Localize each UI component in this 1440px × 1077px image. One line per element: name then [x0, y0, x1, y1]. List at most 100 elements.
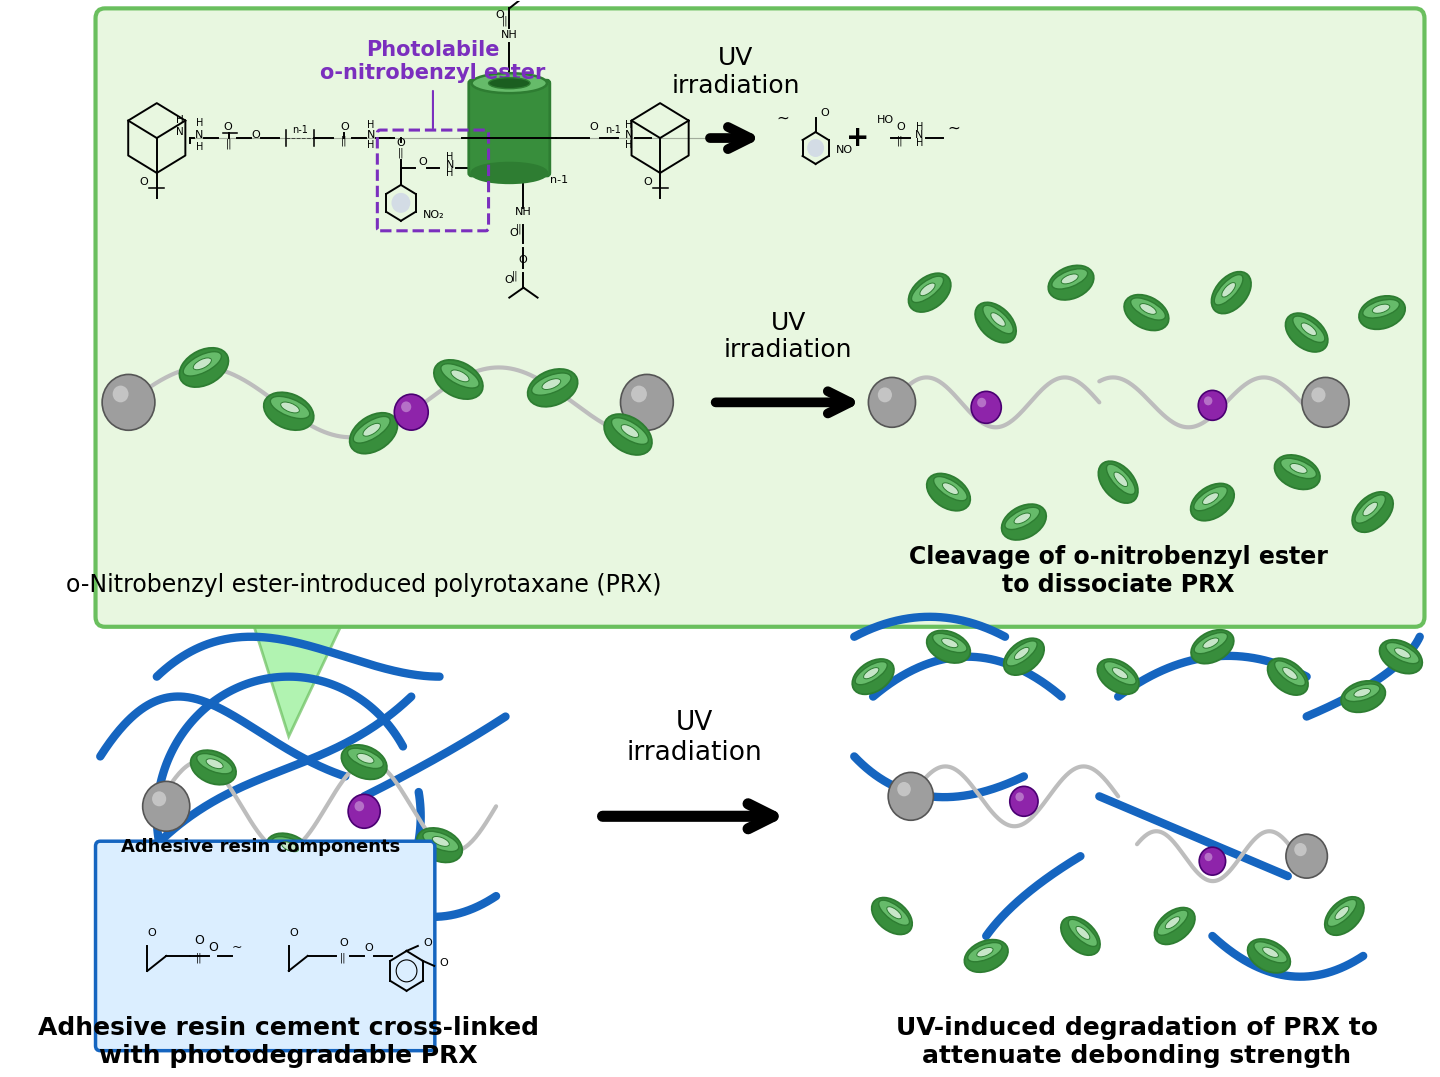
Ellipse shape: [416, 828, 462, 863]
Text: ||: ||: [897, 135, 904, 145]
Text: O: O: [495, 11, 504, 20]
Text: NH: NH: [501, 30, 517, 40]
Ellipse shape: [1005, 507, 1040, 530]
Circle shape: [1286, 835, 1328, 878]
Ellipse shape: [441, 364, 480, 388]
Ellipse shape: [1362, 502, 1378, 516]
Text: H: H: [446, 168, 454, 178]
Circle shape: [1200, 848, 1225, 876]
Ellipse shape: [920, 283, 935, 296]
Ellipse shape: [1061, 917, 1100, 955]
Ellipse shape: [887, 907, 901, 919]
Ellipse shape: [1263, 947, 1279, 957]
Ellipse shape: [933, 476, 968, 501]
Text: n-1: n-1: [292, 125, 308, 135]
Ellipse shape: [341, 745, 387, 780]
Text: NO: NO: [837, 145, 854, 155]
Circle shape: [392, 193, 410, 213]
Circle shape: [631, 386, 647, 403]
Ellipse shape: [1139, 304, 1156, 314]
Circle shape: [868, 377, 916, 428]
Circle shape: [102, 375, 156, 431]
Text: ||: ||: [341, 135, 347, 145]
Text: ||: ||: [340, 953, 347, 964]
Ellipse shape: [1165, 917, 1179, 928]
Ellipse shape: [1352, 492, 1392, 532]
Text: NH: NH: [516, 207, 531, 216]
FancyBboxPatch shape: [469, 80, 550, 176]
Circle shape: [1198, 390, 1227, 420]
Text: Adhesive resin components: Adhesive resin components: [121, 838, 400, 856]
Text: n-1: n-1: [605, 125, 621, 135]
Circle shape: [143, 782, 190, 831]
Text: O: O: [396, 138, 405, 148]
Text: ||: ||: [516, 224, 523, 235]
Ellipse shape: [1048, 265, 1094, 299]
Circle shape: [897, 782, 912, 796]
Text: O: O: [340, 122, 348, 132]
Circle shape: [971, 391, 1001, 423]
Ellipse shape: [266, 834, 311, 868]
Circle shape: [1009, 786, 1038, 816]
Ellipse shape: [350, 412, 397, 453]
Ellipse shape: [912, 276, 943, 303]
Ellipse shape: [1283, 668, 1297, 680]
Circle shape: [978, 397, 986, 407]
Ellipse shape: [1007, 641, 1037, 666]
Ellipse shape: [1191, 484, 1234, 520]
Text: O: O: [518, 255, 527, 265]
Circle shape: [1204, 853, 1212, 862]
Ellipse shape: [942, 639, 958, 647]
Ellipse shape: [1014, 647, 1030, 659]
Ellipse shape: [1194, 487, 1227, 510]
Text: H: H: [625, 140, 632, 150]
Ellipse shape: [1328, 899, 1356, 926]
Ellipse shape: [180, 348, 229, 387]
Ellipse shape: [1099, 461, 1138, 503]
Ellipse shape: [347, 749, 383, 769]
Ellipse shape: [488, 78, 530, 88]
Ellipse shape: [1286, 313, 1328, 352]
Ellipse shape: [193, 358, 212, 369]
Ellipse shape: [991, 312, 1005, 326]
FancyBboxPatch shape: [95, 841, 435, 1051]
Ellipse shape: [1214, 275, 1243, 305]
Circle shape: [402, 402, 412, 412]
Text: UV
irradiation: UV irradiation: [724, 310, 852, 363]
Ellipse shape: [852, 659, 894, 695]
Text: O: O: [148, 928, 157, 938]
Ellipse shape: [1112, 668, 1128, 679]
Text: O: O: [423, 938, 432, 948]
Ellipse shape: [206, 758, 223, 769]
Text: O: O: [439, 957, 449, 968]
Ellipse shape: [942, 482, 959, 494]
Ellipse shape: [1076, 926, 1090, 939]
Ellipse shape: [527, 369, 577, 407]
Text: O: O: [252, 130, 261, 140]
Text: NO₂: NO₂: [422, 210, 444, 220]
Ellipse shape: [1247, 939, 1290, 973]
Text: N: N: [367, 130, 374, 140]
Ellipse shape: [1202, 638, 1218, 648]
Ellipse shape: [281, 842, 298, 852]
Text: H: H: [367, 140, 374, 150]
Circle shape: [888, 772, 933, 821]
Ellipse shape: [1106, 464, 1135, 494]
Text: ||: ||: [513, 270, 518, 281]
Text: N: N: [914, 130, 923, 140]
Text: N: N: [194, 130, 203, 140]
Ellipse shape: [183, 352, 222, 376]
Ellipse shape: [871, 897, 912, 935]
Ellipse shape: [1341, 681, 1385, 712]
Text: O: O: [896, 122, 904, 132]
Ellipse shape: [1051, 269, 1087, 289]
Ellipse shape: [1394, 648, 1410, 658]
Text: N: N: [625, 130, 634, 140]
Text: n-1: n-1: [550, 174, 567, 185]
Circle shape: [112, 386, 128, 403]
Ellipse shape: [1293, 316, 1325, 342]
Circle shape: [808, 139, 824, 157]
Circle shape: [153, 792, 166, 807]
FancyBboxPatch shape: [95, 9, 1424, 627]
Text: H
N: H N: [177, 115, 184, 137]
